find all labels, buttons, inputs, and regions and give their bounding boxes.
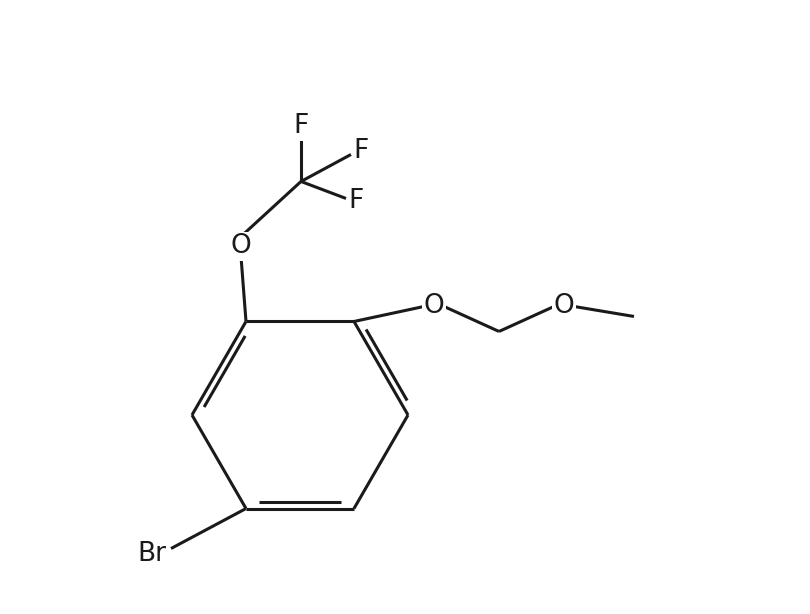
Text: F: F	[353, 139, 369, 165]
Text: O: O	[231, 233, 251, 260]
Text: Br: Br	[137, 540, 166, 567]
Text: F: F	[348, 188, 364, 214]
Text: F: F	[293, 114, 309, 139]
Text: O: O	[553, 293, 574, 319]
Text: O: O	[424, 293, 445, 319]
